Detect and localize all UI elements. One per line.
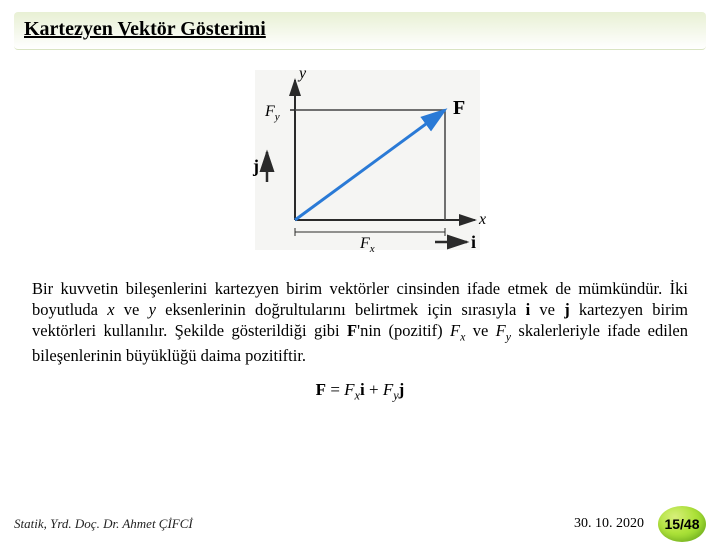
body-paragraph: Bir kuvvetin bileşenlerini kartezyen bir… [32, 278, 688, 366]
svg-text:j: j [252, 156, 259, 176]
footer-date: 30. 10. 2020 [574, 516, 644, 532]
title-bar: Kartezyen Vektör Gösterimi [14, 12, 706, 50]
figure-container: yxjiFFyFx [0, 60, 720, 260]
footer-author: Statik, Yrd. Doç. Dr. Ahmet ÇİFCİ [14, 516, 574, 532]
page-title: Kartezyen Vektör Gösterimi [24, 18, 696, 41]
equation: F = Fxi + Fyj [0, 380, 720, 403]
figure-svg: yxjiFFyFx [225, 60, 495, 260]
svg-text:F: F [453, 97, 465, 119]
cartesian-vector-figure: yxjiFFyFx [225, 60, 495, 260]
svg-text:i: i [471, 232, 476, 252]
svg-text:x: x [478, 211, 486, 228]
page-number: 15/48 [664, 516, 699, 532]
footer: Statik, Yrd. Doç. Dr. Ahmet ÇİFCİ 30. 10… [0, 506, 720, 542]
svg-text:y: y [297, 65, 307, 82]
page-number-badge: 15/48 [658, 506, 706, 542]
